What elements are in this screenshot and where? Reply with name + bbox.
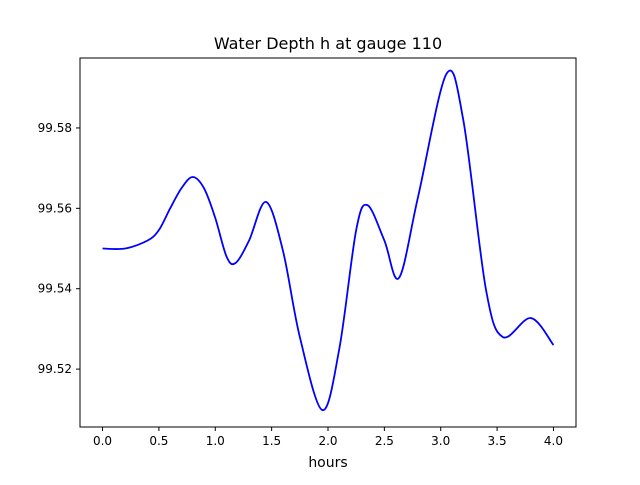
y-tick-label: 99.52 [38,362,72,376]
chart-title: Water Depth h at gauge 110 [214,34,442,53]
x-axis-label: hours [308,455,347,471]
x-tick-label: 3.5 [488,434,507,448]
x-tick-label: 1.0 [206,434,225,448]
x-tick-label: 3.0 [431,434,450,448]
x-tick-label: 1.5 [262,434,281,448]
y-tick-label: 99.56 [38,201,72,215]
x-tick-label: 4.0 [544,434,563,448]
y-tick-label: 99.54 [38,282,72,296]
y-tick-label: 99.58 [38,121,72,135]
x-tick-label: 2.0 [318,434,337,448]
axes-frame [79,57,577,428]
x-tick-label: 0.5 [149,434,168,448]
x-tick-label: 0.0 [93,434,112,448]
x-tick-label: 2.5 [375,434,394,448]
series-line-h [102,69,555,411]
